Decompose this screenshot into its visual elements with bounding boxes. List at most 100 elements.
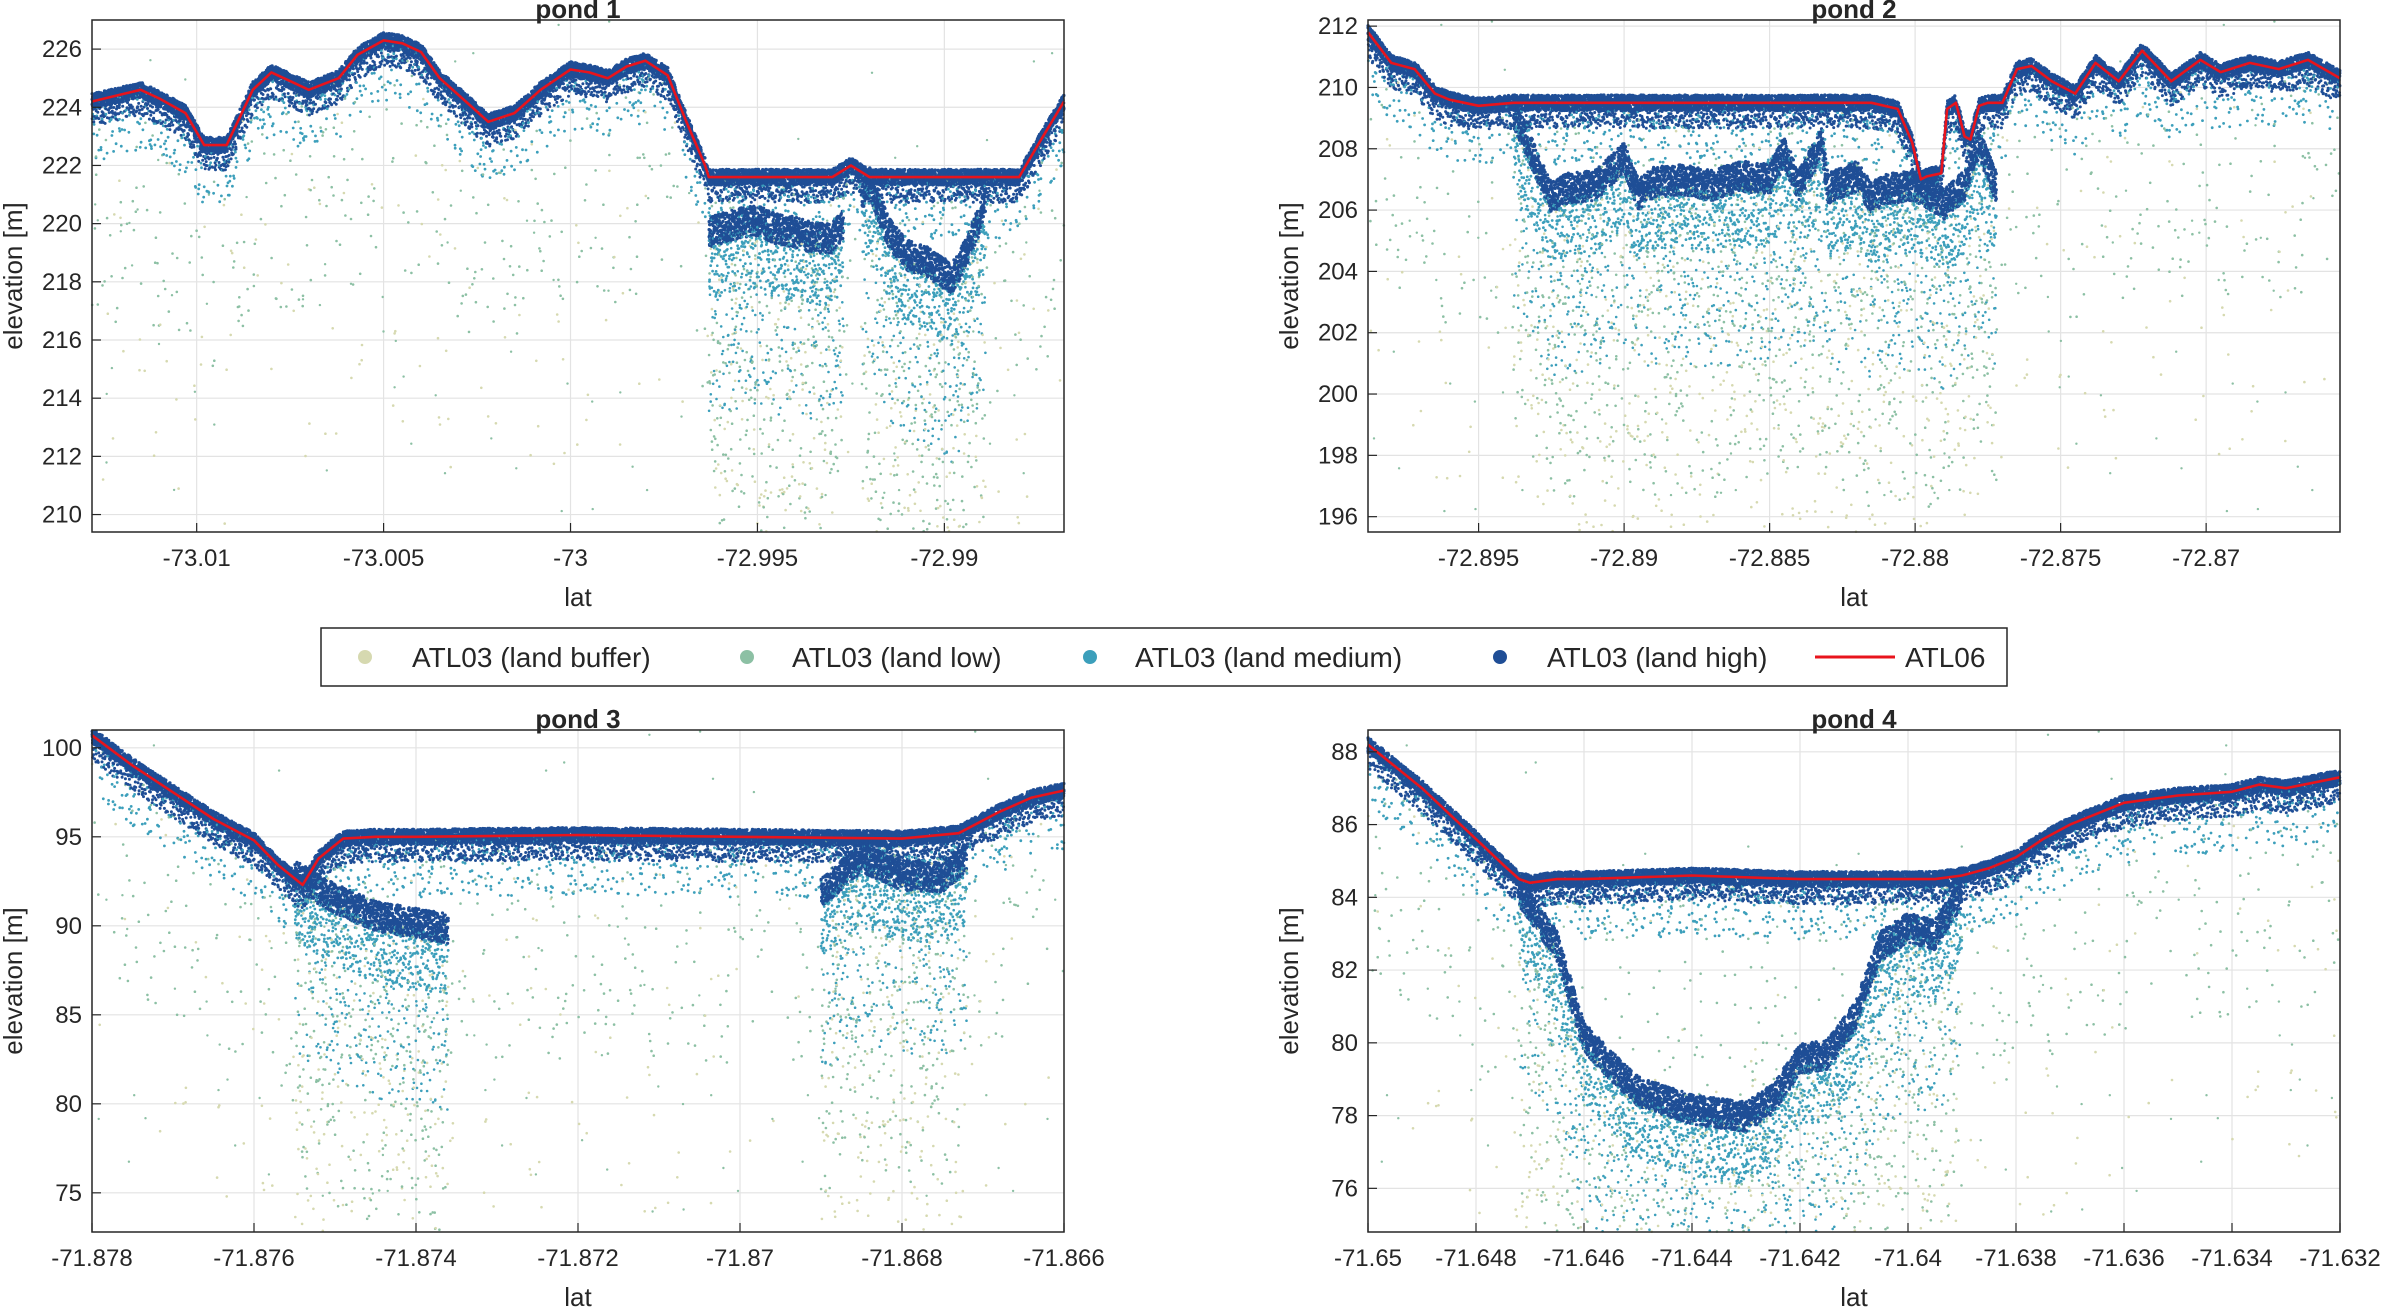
photon-point [206,303,208,305]
photon-point [148,118,151,121]
photon-point [213,423,215,425]
photon-point [183,129,186,132]
photon-point [133,114,136,117]
photon-point [139,338,142,341]
photon-point [118,127,121,130]
photon-point [98,128,101,131]
photon-point [184,170,187,173]
photon-point [136,98,139,101]
photon-point [140,282,143,285]
photon-point [120,201,123,204]
photon-point [127,131,130,134]
photon-point [190,235,193,238]
photon-point [133,229,136,232]
photon-point [204,155,207,158]
photon-point [197,188,200,191]
photon-point [157,108,160,111]
photon-point [111,367,113,369]
photon-point [168,162,171,165]
photon-point [105,139,108,142]
photon-point [205,164,208,167]
photon-point [162,280,165,283]
photon-point [173,489,175,491]
photon-point [208,194,210,196]
photon-point [121,119,124,122]
photon-point [176,291,179,294]
photon-point [134,149,137,152]
photon-point [157,295,160,298]
photon-point [213,156,216,159]
photon-point [101,284,104,287]
photon-point [139,146,142,149]
photon-point [173,152,176,155]
photon-point [165,148,168,151]
photon-point [169,124,172,127]
photon-point [136,208,138,210]
photon-point [171,162,174,165]
photon-point [171,124,174,127]
photon-point [97,219,99,221]
photon-point [198,236,201,239]
photon-point [120,224,123,227]
photon-point [165,162,168,165]
photon-point [106,217,109,220]
photon-point [196,145,199,148]
photon-point [137,102,140,105]
photon-point [158,343,160,345]
photon-point [155,236,158,239]
photon-point [149,114,152,117]
photon-point [159,119,162,122]
photon-point [105,113,108,116]
photon-point [217,184,220,187]
photon-point [154,144,157,147]
photon-point [194,152,197,155]
photon-point [154,261,157,264]
photon-point [168,310,171,313]
photon-point [203,226,206,229]
photon-point [155,431,158,434]
photon-point [167,136,170,139]
photon-point [111,130,114,133]
photon-point [178,173,181,176]
photon-point [114,321,117,324]
photon-point [166,128,169,131]
photon-point [171,252,174,255]
photon-point [162,124,165,127]
photon-point [102,478,105,481]
photon-point [201,256,204,259]
photon-point [118,103,121,106]
photon-point [205,160,208,163]
photon-point [125,109,128,112]
photon-point [146,112,149,115]
photon-point [168,128,171,131]
photon-point [128,114,131,117]
photon-point [118,179,121,182]
photon-point [157,159,159,161]
photon-point [94,203,96,205]
photon-point [109,234,112,237]
photon-point [212,192,215,195]
photon-point [203,185,206,188]
photon-point [164,288,167,291]
photon-point [126,223,129,226]
photon-point [124,267,127,270]
photon-point [213,181,216,184]
photon-point [153,454,156,457]
photon-point [193,384,196,387]
photon-point [105,461,107,463]
photon-point [103,280,106,283]
photon-point [178,329,181,332]
photon-point [101,118,104,121]
photon-point [183,144,186,147]
photon-point [156,262,159,265]
photon-point [120,145,123,148]
photon-point [198,183,201,186]
photon-point [175,160,178,163]
photon-point [159,323,162,326]
photon-point [151,106,154,109]
photon-point [197,160,200,163]
photon-point [176,257,179,260]
photon-point [195,229,198,232]
photon-point [165,154,168,157]
